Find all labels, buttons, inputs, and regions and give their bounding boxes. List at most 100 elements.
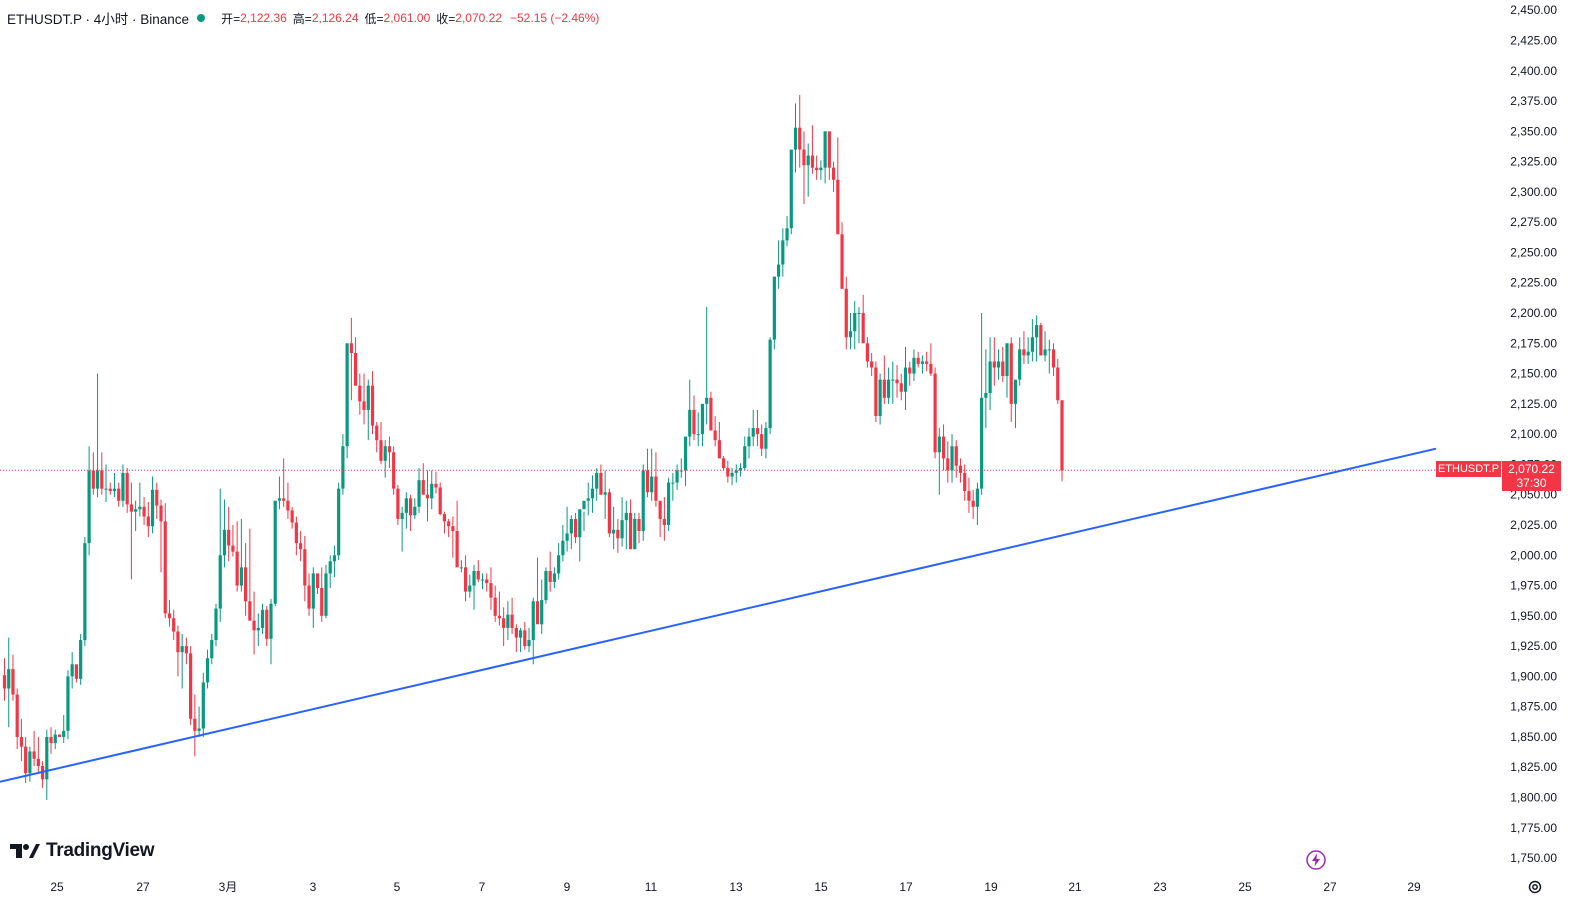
- open-label: 开=: [221, 11, 241, 26]
- candle: [891, 361, 895, 404]
- candle: [582, 500, 586, 532]
- candle-body: [239, 567, 243, 586]
- candle-body: [831, 167, 836, 180]
- candle: [992, 337, 996, 386]
- y-tick-label: 2,150.00: [1510, 367, 1557, 381]
- candle-body: [628, 512, 633, 550]
- current-price-value: 2,070.22: [1508, 462, 1555, 476]
- candle: [874, 361, 878, 423]
- candle: [933, 367, 937, 459]
- candle: [472, 564, 476, 610]
- candle-body: [963, 472, 967, 492]
- candle: [341, 434, 345, 495]
- candle-body: [899, 383, 903, 392]
- tradingview-logo[interactable]: TradingView: [10, 840, 155, 862]
- candle: [658, 500, 662, 538]
- candle: [616, 518, 620, 553]
- gear-icon[interactable]: [1527, 879, 1543, 895]
- candle-body: [214, 608, 218, 641]
- candle: [908, 361, 912, 386]
- candle: [633, 512, 637, 550]
- candle: [1026, 337, 1030, 364]
- symbol-title[interactable]: ETHUSDT.P · 4小时 · Binance: [7, 12, 190, 27]
- candle: [62, 715, 66, 743]
- candle-body: [142, 506, 146, 517]
- x-tick-label: 7: [479, 880, 486, 894]
- candle-body: [442, 514, 447, 522]
- candle-body: [692, 409, 696, 435]
- candle-body: [578, 509, 582, 538]
- candle-body: [734, 470, 738, 473]
- candle-body: [772, 276, 776, 340]
- candle-body: [404, 498, 408, 513]
- y-tick-label: 2,425.00: [1510, 34, 1557, 48]
- candle-body: [1009, 343, 1013, 404]
- candle-body: [836, 179, 840, 235]
- candle-body: [802, 149, 806, 166]
- candle: [269, 598, 273, 665]
- candle: [899, 373, 903, 401]
- candle-body: [1056, 367, 1060, 401]
- candle: [366, 379, 370, 441]
- candle-body: [362, 401, 366, 410]
- candle-body: [785, 228, 789, 241]
- candle: [294, 516, 298, 556]
- candle: [709, 391, 713, 431]
- candle: [654, 452, 658, 507]
- candle: [129, 482, 133, 580]
- candle: [984, 349, 988, 429]
- candle: [150, 476, 155, 534]
- candle: [138, 482, 142, 517]
- candle: [121, 464, 125, 507]
- candle-body: [19, 736, 24, 747]
- candle-body: [387, 446, 392, 453]
- candle: [15, 688, 19, 750]
- candle-body: [172, 618, 176, 632]
- candle-body: [1001, 361, 1005, 377]
- candle: [607, 488, 611, 538]
- candle: [760, 424, 764, 456]
- candle: [650, 448, 654, 501]
- candle-body: [916, 357, 920, 364]
- support-trendline[interactable]: [0, 447, 1437, 783]
- candle-body: [366, 385, 370, 410]
- candle: [95, 373, 100, 498]
- candle-body: [400, 512, 404, 519]
- candle-body: [353, 352, 358, 386]
- time-axis[interactable]: 25 27 3月 3 5 7 9 11 13 15 17 19 21 23 25 27 29: [50, 880, 1421, 894]
- candle: [273, 500, 277, 607]
- candle-body: [112, 488, 117, 492]
- candle: [476, 560, 480, 582]
- candle: [878, 373, 882, 425]
- candle-body: [70, 664, 74, 677]
- candle: [628, 499, 633, 550]
- x-tick-label: 3: [310, 880, 317, 894]
- x-tick-label: 25: [1238, 880, 1252, 894]
- price-axis[interactable]: 1,750.00 1,775.00 1,800.00 1,825.00 1,850.00…: [1510, 3, 1557, 865]
- candle-body: [277, 498, 282, 501]
- candle-body: [1060, 400, 1064, 471]
- candle: [578, 509, 582, 562]
- lightning-bolt-icon[interactable]: [1306, 850, 1326, 870]
- candle-body: [671, 482, 675, 484]
- candle: [941, 424, 946, 471]
- candle-body: [768, 339, 772, 429]
- x-tick-label: 25: [50, 880, 64, 894]
- candle-body: [396, 488, 400, 519]
- candle: [802, 131, 806, 205]
- candle-body: [840, 234, 844, 289]
- candle-body: [637, 518, 641, 532]
- close-label: 收=: [436, 11, 456, 26]
- candle: [193, 694, 197, 757]
- candle: [903, 346, 908, 410]
- candle: [117, 482, 121, 507]
- candle-body: [476, 571, 480, 580]
- candle-body: [776, 264, 781, 277]
- y-tick-label: 2,350.00: [1510, 124, 1557, 138]
- candle: [886, 367, 891, 404]
- candle-body: [895, 379, 899, 384]
- candle-body: [1035, 325, 1039, 338]
- candle-body: [468, 585, 472, 592]
- candle-body: [506, 614, 510, 628]
